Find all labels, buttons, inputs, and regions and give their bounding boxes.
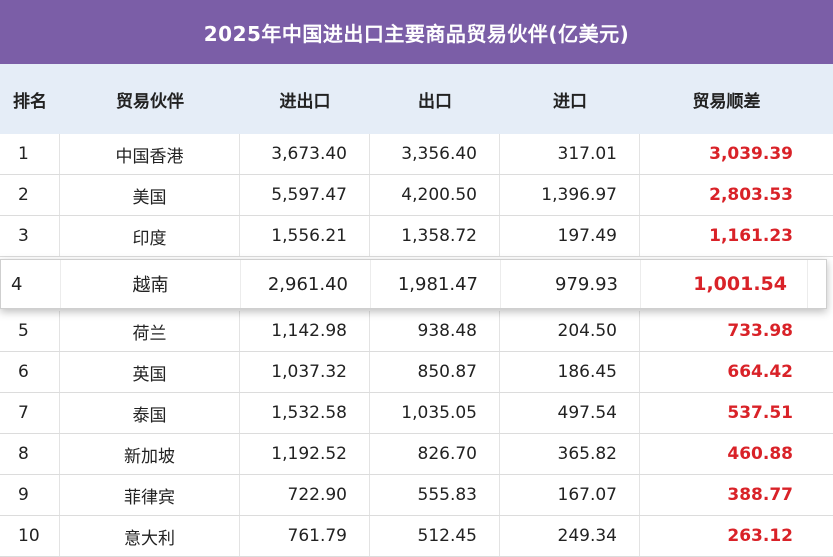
surplus-cell: 263.12 [727,526,793,546]
surplus-cell: 460.88 [727,444,793,464]
table-row: 10 意大利 761.79 512.45 249.34 263.12 [0,516,833,557]
surplus-cell: 2,803.53 [709,185,793,205]
export-cell: 512.45 [370,516,500,556]
table-row-highlighted: 4 越南 2,961.40 1,981.47 979.93 1,001.54 [0,259,827,309]
total-cell: 3,673.40 [240,134,370,174]
import-cell: 186.45 [500,352,640,392]
title-bar: 2025年中国进出口主要商品贸易伙伴(亿美元) [0,0,833,64]
header-partner: 贸易伙伴 [116,91,184,112]
rank-cell: 6 [0,352,60,392]
partner-cell: 意大利 [60,516,240,556]
rank-cell: 1 [0,134,60,174]
table-row: 7 泰国 1,532.58 1,035.05 497.54 537.51 [0,393,833,434]
total-cell: 722.90 [240,475,370,515]
partner-cell: 越南 [61,260,241,308]
total-cell: 1,532.58 [240,393,370,433]
partner-cell: 印度 [60,216,240,256]
surplus-cell: 537.51 [727,403,793,423]
rank-cell: 7 [0,393,60,433]
total-cell: 1,556.21 [240,216,370,256]
rank-cell: 8 [0,434,60,474]
page-title: 2025年中国进出口主要商品贸易伙伴(亿美元) [203,21,630,46]
export-cell: 1,358.72 [370,216,500,256]
partner-cell: 新加坡 [60,434,240,474]
partner-cell: 泰国 [60,393,240,433]
import-cell: 497.54 [500,393,640,433]
export-cell: 826.70 [370,434,500,474]
header-import: 进口 [553,91,587,112]
partner-cell: 荷兰 [60,311,240,351]
surplus-cell: 1,161.23 [709,226,793,246]
surplus-cell: 3,039.39 [709,144,793,164]
table-row: 1 中国香港 3,673.40 3,356.40 317.01 3,039.39 [0,134,833,175]
import-cell: 317.01 [500,134,640,174]
export-cell: 3,356.40 [370,134,500,174]
rank-cell: 10 [0,516,60,556]
total-cell: 5,597.47 [240,175,370,215]
import-cell: 204.50 [500,311,640,351]
surplus-cell: 1,001.54 [641,260,808,308]
table-body: 1 中国香港 3,673.40 3,356.40 317.01 3,039.39… [0,134,833,557]
import-cell: 365.82 [500,434,640,474]
surplus-cell: 388.77 [727,485,793,505]
surplus-cell: 733.98 [727,321,793,341]
export-cell: 4,200.50 [370,175,500,215]
export-cell: 1,035.05 [370,393,500,433]
header-total: 进出口 [279,91,331,112]
total-cell: 761.79 [240,516,370,556]
table-row: 3 印度 1,556.21 1,358.72 197.49 1,161.23 [0,216,833,257]
import-cell: 1,396.97 [500,175,640,215]
total-cell: 1,142.98 [240,311,370,351]
table-row: 5 荷兰 1,142.98 938.48 204.50 733.98 [0,311,833,352]
header-export: 出口 [418,91,452,112]
rank-cell: 5 [0,311,60,351]
surplus-cell: 664.42 [727,362,793,382]
export-cell: 1,981.47 [371,260,501,308]
export-cell: 938.48 [370,311,500,351]
table-row: 8 新加坡 1,192.52 826.70 365.82 460.88 [0,434,833,475]
import-cell: 197.49 [500,216,640,256]
export-cell: 555.83 [370,475,500,515]
partner-cell: 美国 [60,175,240,215]
table-row: 6 英国 1,037.32 850.87 186.45 664.42 [0,352,833,393]
total-cell: 2,961.40 [241,260,371,308]
import-cell: 979.93 [501,260,641,308]
import-cell: 167.07 [500,475,640,515]
rank-cell: 4 [1,260,61,308]
rank-cell: 3 [0,216,60,256]
table-row: 2 美国 5,597.47 4,200.50 1,396.97 2,803.53 [0,175,833,216]
rank-cell: 2 [0,175,60,215]
total-cell: 1,192.52 [240,434,370,474]
export-cell: 850.87 [370,352,500,392]
header-surplus: 贸易顺差 [692,91,761,112]
table-row: 9 菲律宾 722.90 555.83 167.07 388.77 [0,475,833,516]
import-cell: 249.34 [500,516,640,556]
table-header: 排名 贸易伙伴 进出口 出口 进口 贸易顺差 [0,64,833,134]
partner-cell: 中国香港 [60,134,240,174]
rank-cell: 9 [0,475,60,515]
partner-cell: 菲律宾 [60,475,240,515]
partner-cell: 英国 [60,352,240,392]
header-rank: 排名 [13,91,47,112]
total-cell: 1,037.32 [240,352,370,392]
